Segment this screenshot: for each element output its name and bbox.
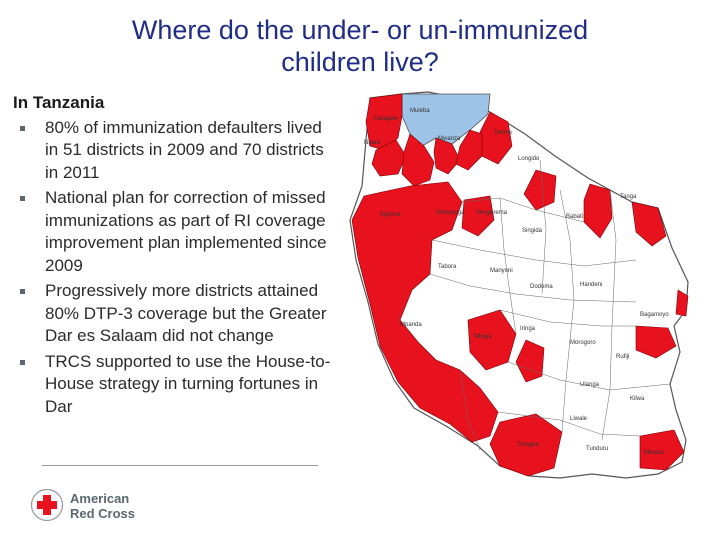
american-red-cross-logo: American Red Cross [30, 488, 160, 522]
bullet-text: 80% of immunization defaulters lived in … [45, 117, 324, 182]
divider-line [42, 465, 318, 466]
district-pemba [675, 289, 689, 317]
square-bullet-icon [20, 289, 25, 294]
logo-text-line-1: American [70, 491, 129, 506]
bullet-text: Progressively more districts attained 80… [45, 281, 327, 345]
district-label: Tanga [620, 194, 637, 200]
district-label: Ngara [364, 140, 381, 146]
district-label: Tabora [438, 264, 457, 270]
district-label: Mwanza [438, 136, 461, 142]
square-bullet-icon [20, 125, 25, 131]
district-boundaries [429, 159, 671, 451]
district-dar-es-salaam [635, 325, 677, 359]
highlighted-districts [351, 93, 689, 477]
district-ruvuma [489, 413, 563, 477]
district-mtwara [639, 429, 685, 471]
district-geita [401, 133, 435, 187]
district-label: Mtwara [644, 450, 664, 456]
tanzania-map-svg: Ngara Karagwe Muleba Mwanza Tarime Longi… [349, 91, 689, 479]
bullet-item: National plan for correction of missed i… [13, 187, 331, 277]
district-label: Kilwa [630, 396, 645, 402]
district-mara [479, 111, 513, 165]
district-serengeti [455, 129, 483, 171]
district-southern-highlands [515, 339, 545, 383]
district-label: Rufiji [616, 354, 629, 360]
district-label: Shinyanga [436, 210, 465, 216]
slide-body: In Tanzania 80% of immunization defaulte… [13, 92, 331, 421]
slide-title: Where do the under- or un-immunized chil… [0, 14, 720, 78]
slide-title-line-2: children live? [281, 47, 439, 77]
district-label: Muleba [410, 108, 430, 114]
district-label: Dodoma [530, 284, 553, 290]
square-bullet-icon [20, 196, 25, 201]
bullet-item: 80% of immunization defaulters lived in … [13, 117, 331, 185]
district-label: Longido [518, 156, 540, 162]
district-label: Bagamoyo [640, 312, 669, 318]
district-shinyanga [461, 195, 495, 237]
district-label: Sengerema [476, 210, 508, 216]
district-label: Handeni [580, 282, 602, 288]
district-label: Songea [518, 442, 539, 448]
tanzania-district-map: Ngara Karagwe Muleba Mwanza Tarime Longi… [340, 90, 710, 490]
district-arusha-north [523, 169, 557, 211]
district-label: Mbeya [474, 334, 493, 340]
district-label: Morogoro [570, 340, 596, 346]
district-kagera [371, 139, 407, 177]
district-label: Ulanga [580, 382, 600, 388]
district-label: Iringa [520, 326, 536, 332]
district-labels: Ngara Karagwe Muleba Mwanza Tarime Longi… [364, 108, 669, 456]
square-bullet-icon [20, 359, 25, 365]
district-label: Mpanda [400, 322, 422, 328]
bullet-item: Progressively more districts attained 80… [13, 280, 331, 348]
district-label: Liwale [570, 416, 588, 422]
district-western-block [351, 181, 499, 443]
district-label: Manyoni [490, 268, 513, 274]
bullet-text: TRCS supported to use the House-to-House… [45, 351, 331, 416]
district-label: Kigoma [380, 212, 401, 218]
district-label: Karagwe [374, 116, 398, 122]
bullet-item: TRCS supported to use the House-to-House… [13, 351, 331, 419]
district-label: Babati [566, 214, 583, 220]
district-label: Singida [522, 228, 543, 234]
bullet-text: National plan for correction of missed i… [45, 188, 327, 275]
red-cross-icon: American Red Cross [30, 488, 135, 522]
slide-title-line-1: Where do the under- or un-immunized [131, 15, 589, 45]
district-label: Tarime [494, 130, 513, 136]
district-tanga-coast [631, 201, 667, 247]
section-heading: In Tanzania [13, 93, 105, 112]
bullet-list: 80% of immunization defaulters lived in … [13, 117, 331, 419]
district-label: Tunduru [586, 446, 608, 452]
logo-text-line-2: Red Cross [70, 506, 135, 521]
district-mwanza [433, 137, 461, 175]
